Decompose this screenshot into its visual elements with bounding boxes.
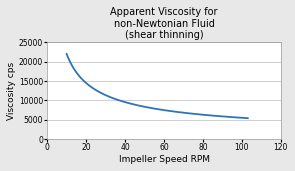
X-axis label: Impeller Speed RPM: Impeller Speed RPM xyxy=(119,155,209,164)
Title: Apparent Viscosity for
non-Newtonian Fluid
(shear thinning): Apparent Viscosity for non-Newtonian Flu… xyxy=(110,7,218,40)
Y-axis label: Viscosity cps: Viscosity cps xyxy=(7,62,16,120)
